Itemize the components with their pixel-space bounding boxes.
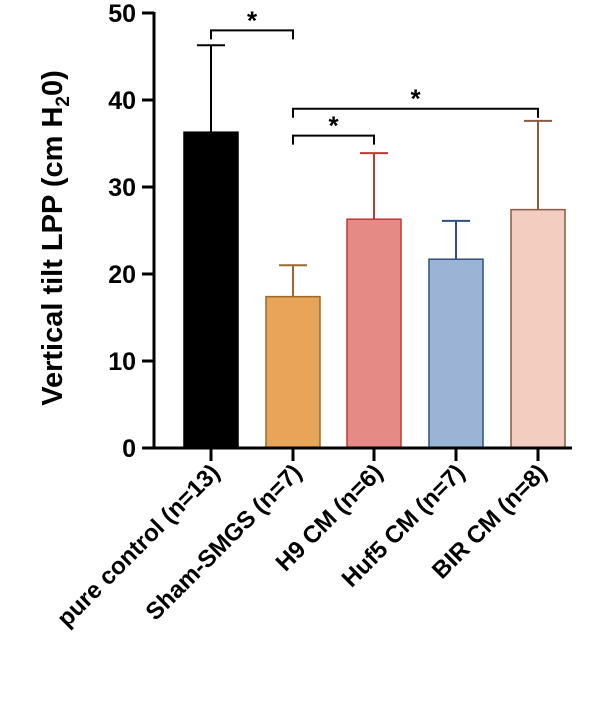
x-tick-label: pure control (n=13) [52,459,225,632]
y-tick-label: 10 [108,348,136,376]
significance-star: * [410,84,421,114]
significance-bracket [292,134,375,145]
bar [510,208,566,449]
y-tick-label: 50 [108,0,136,28]
significance-bracket [292,107,539,118]
significance-star: * [328,111,339,141]
y-tick-label: 40 [108,87,136,115]
significance-star: * [247,5,258,35]
y-axis-title-tail: 0) [37,70,69,96]
y-axis-title-subscript: 2 [53,96,74,107]
y-axis-title-main: Vertical tilt LPP (cm H [37,107,69,406]
y-tick-label: 30 [108,174,136,202]
bar [428,258,484,449]
y-axis-title: Vertical tilt LPP (cm H20) [37,70,74,406]
bar [265,295,321,449]
significance-bracket [210,29,294,40]
bar [346,218,402,449]
x-tick-label: Sham-SMGS (n=7) [141,459,308,626]
bar [183,131,239,449]
y-tick-label: 20 [108,261,136,289]
y-tick-label: 0 [122,435,136,463]
